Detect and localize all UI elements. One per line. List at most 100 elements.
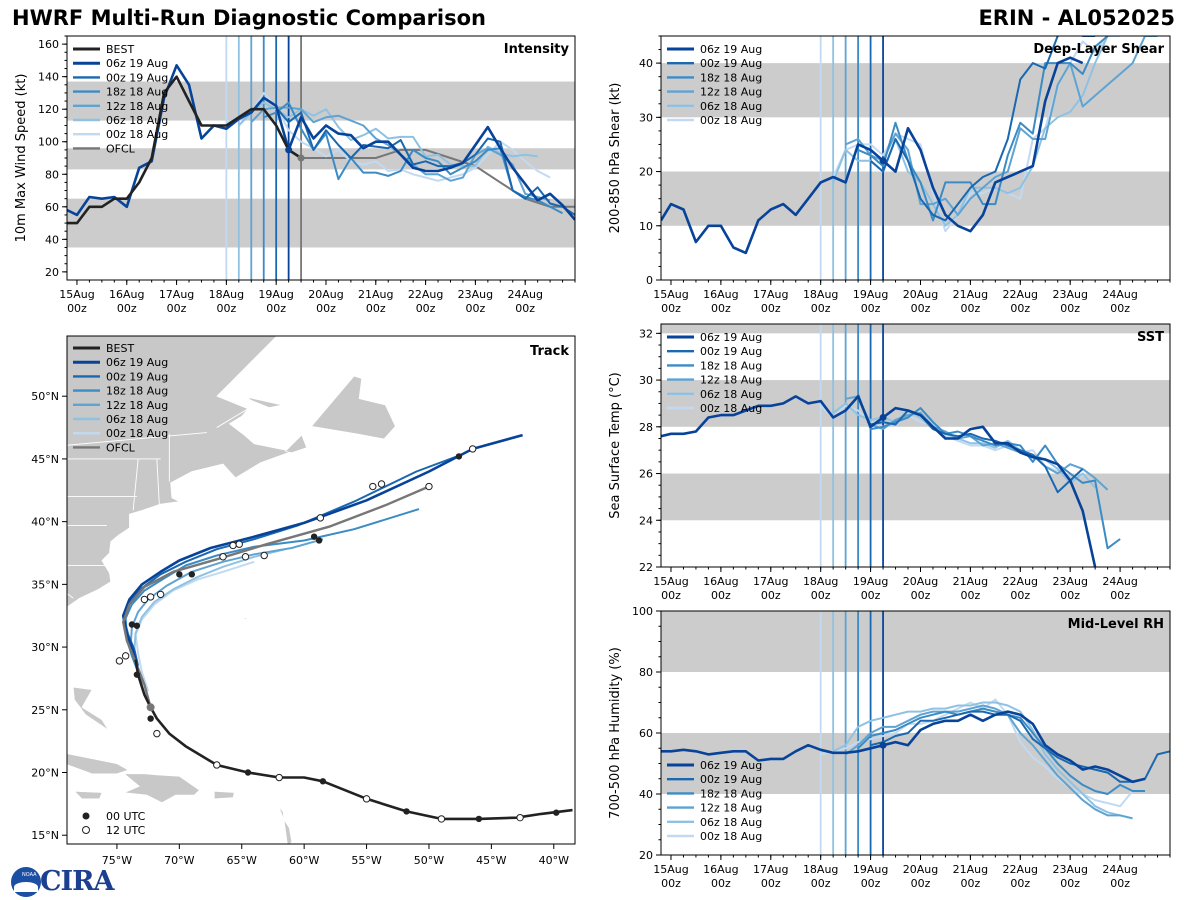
rh-y-tick-label: 60 (639, 727, 653, 740)
track-best-line (134, 659, 573, 821)
intensity-x-tick-hour: 00z (515, 302, 535, 315)
figure-title: HWRF Multi-Run Diagnostic Comparison (12, 6, 487, 30)
cira-logo-text: CIRA (40, 866, 115, 897)
intensity-x-tick-date: 15Aug (59, 288, 94, 301)
sst-x-tick-date: 16Aug (703, 575, 738, 588)
track-12utc-point (235, 540, 243, 548)
track-y-tick-label: 35°N (31, 578, 59, 591)
track-00utc-point (128, 621, 136, 628)
track-frame (66, 335, 576, 845)
sst-x-tick-date: 20Aug (903, 575, 938, 588)
intensity-legend-label: 06z 18 Aug (106, 114, 168, 127)
sst-series-line (661, 395, 1097, 567)
sst-x-tick-hour: 00z (911, 589, 931, 602)
track-12utc-point (377, 480, 386, 488)
intensity-legend-label: 00z 19 Aug (106, 71, 168, 84)
rh-plot-area (661, 611, 1170, 855)
sst-frame (660, 323, 1171, 568)
track-00utc-point (315, 537, 323, 544)
rh-x-tick-date: 23Aug (1052, 863, 1087, 876)
sst-x-tick-hour: 00z (1110, 589, 1130, 602)
shear-analysis-point (879, 157, 887, 165)
track-border-line (132, 458, 139, 511)
intensity-x-tick-hour: 00z (416, 302, 436, 315)
rh-y-tick-label: 20 (639, 849, 653, 862)
shear-y-tick-label: 30 (639, 111, 653, 124)
track-border-line (67, 432, 207, 446)
intensity-series-line (226, 91, 551, 182)
track-legend-label: OFCL (106, 441, 136, 454)
rh-y-tick-label: 80 (639, 666, 653, 679)
shear-legend-label: 00z 19 Aug (700, 57, 762, 70)
shear-x-tick-date: 20Aug (903, 288, 938, 301)
track-legend-label: 00z 18 Aug (106, 427, 168, 440)
track-y-tick-label: 30°N (31, 641, 59, 654)
intensity-y-tick-label: 60 (45, 201, 59, 214)
intensity-x-tick-date: 18Aug (209, 288, 244, 301)
intensity-legend-label: 18z 18 Aug (106, 86, 168, 99)
shear-y-axis-label: 200-850 hPa Shear (kt) (608, 83, 623, 234)
rh-analysis-point (879, 741, 887, 749)
shear-y-tick-label: 0 (646, 274, 653, 287)
sst-x-tick-date: 21Aug (953, 575, 988, 588)
legend-12utc-marker (82, 826, 90, 834)
sst-x-tick-hour: 00z (811, 589, 831, 602)
legend-12utc-label: 12 UTC (106, 824, 146, 837)
shear-x-tick-hour: 00z (1060, 302, 1080, 315)
sst-legend-label: 12z 18 Aug (700, 374, 762, 387)
sst-shade-band (661, 324, 1170, 334)
sst-legend-label: 06z 19 Aug (700, 331, 762, 344)
track-legend-label: 00z 19 Aug (106, 370, 168, 383)
rh-series-line (845, 704, 1133, 820)
rh-x-tick-hour: 00z (911, 877, 931, 890)
rh-y-tick-label: 100 (632, 605, 653, 618)
best-12utc-point (516, 813, 524, 822)
intensity-x-tick-date: 17Aug (159, 288, 194, 301)
bermuda-land (242, 616, 248, 620)
intensity-x-tick-hour: 00z (216, 302, 236, 315)
track-12utc-point (219, 553, 227, 561)
track-legend-label: 06z 19 Aug (106, 356, 168, 369)
newfoundland-land (311, 375, 396, 440)
track-y-tick-label: 45°N (31, 453, 59, 466)
track-00utc-point (176, 571, 183, 578)
sst-series-line (857, 393, 1121, 550)
best-12utc-point (213, 761, 221, 769)
track-x-tick-label: 50°W (414, 854, 444, 867)
track-forecast-line (129, 538, 324, 679)
rh-series-line (832, 701, 1121, 817)
best-12utc-point (362, 795, 371, 803)
noaa-emblem-label: NOAA (22, 872, 37, 878)
shear-x-tick-hour: 00z (1010, 302, 1030, 315)
rh-legend-label: 06z 19 Aug (700, 759, 762, 772)
track-border-line (156, 458, 160, 506)
intensity-legend-label: BEST (106, 43, 134, 56)
intensity-y-tick-label: 20 (45, 266, 59, 279)
sst-y-tick-label: 30 (639, 374, 653, 387)
intensity-y-axis-label: 10m Max Wind Speed (kt) (14, 74, 29, 243)
intensity-shade-band (67, 81, 575, 121)
shear-legend-label: 18z 18 Aug (700, 71, 762, 84)
rh-x-tick-date: 15Aug (653, 863, 688, 876)
intensity-x-tick-date: 22Aug (408, 288, 443, 301)
shear-series-line (869, 36, 1096, 222)
cira-logo: NOAA (4, 866, 114, 898)
sst-x-tick-date: 22Aug (1003, 575, 1038, 588)
intensity-x-tick-hour: 00z (67, 302, 87, 315)
rh-legend-label: 06z 18 Aug (700, 816, 762, 829)
track-12utc-point (425, 482, 433, 491)
track-x-tick-label: 65°W (227, 854, 257, 867)
track-12utc-point (468, 445, 477, 453)
track-00utc-point (455, 453, 463, 460)
track-forecast-line (122, 454, 461, 667)
intensity-y-tick-label: 120 (38, 103, 59, 116)
intensity-legend-label: 00z 18 Aug (106, 128, 168, 141)
track-x-tick-label: 45°W (476, 854, 506, 867)
shear-x-tick-date: 17Aug (753, 288, 788, 301)
track-legend-label: 12z 18 Aug (106, 399, 168, 412)
track-panel-title: Track (530, 344, 569, 359)
sst-y-axis-label: Sea Surface Temp (°C) (608, 372, 623, 519)
shear-x-tick-date: 15Aug (653, 288, 688, 301)
rh-x-tick-hour: 00z (661, 877, 681, 890)
